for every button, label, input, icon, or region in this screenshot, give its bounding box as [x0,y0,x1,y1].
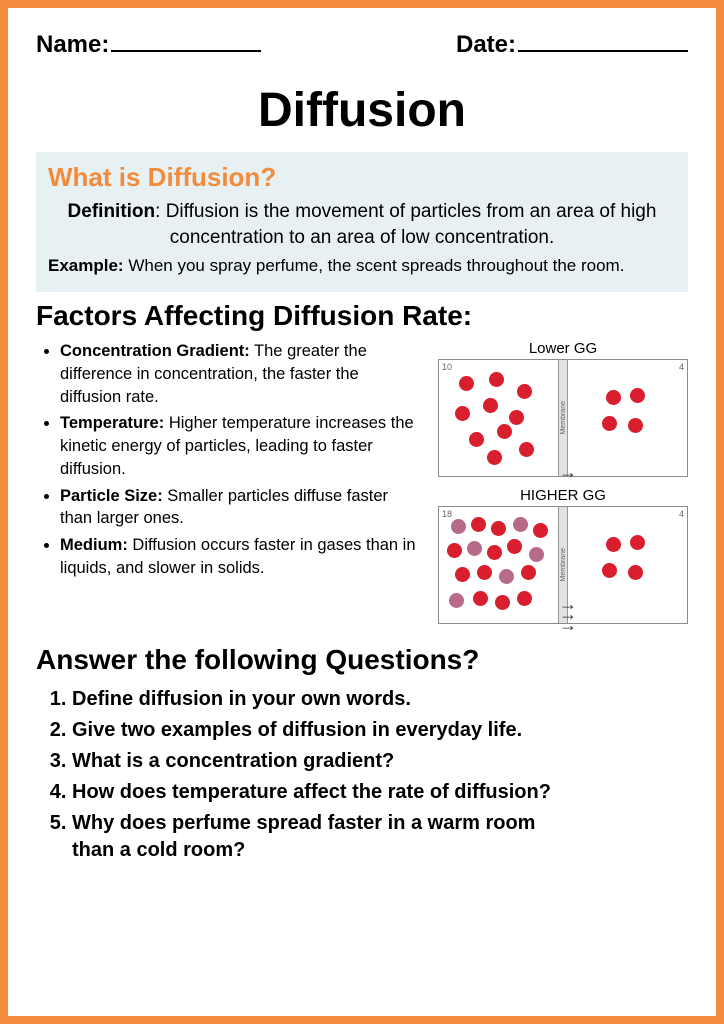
date-field: Date: [456,28,688,59]
definition-label: Definition [68,201,156,222]
question-item: How does temperature affect the rate of … [72,779,576,806]
particle-dot [517,591,532,606]
factor-label: Medium: [60,536,128,554]
particle-dot [455,406,470,421]
particle-dot [509,410,524,425]
name-field: Name: [36,28,261,59]
date-label: Date: [456,31,516,59]
particle-dot [499,569,514,584]
arrow-icon: → [559,620,577,631]
diagram-label-lower: Lower GG [438,340,688,357]
questions-list: Define diffusion in your own words. Give… [36,686,576,864]
page-title: Diffusion [36,83,688,138]
example-label: Example: [48,256,124,275]
particle-dot [606,390,621,405]
particle-dot [449,593,464,608]
particle-dot [489,372,504,387]
particle-dot [628,565,643,580]
particle-dot [473,591,488,606]
particle-dot [451,519,466,534]
particle-dot [491,521,506,536]
factors-heading: Factors Affecting Diffusion Rate: [36,300,688,332]
chamber-left [439,507,558,623]
name-blank[interactable] [111,28,261,52]
diagram-label-higher: HIGHER GG [438,487,688,504]
info-heading: What is Diffusion? [48,162,676,193]
factor-label: Concentration Gradient: [60,342,250,360]
question-item: Give two examples of diffusion in everyd… [72,717,576,744]
questions-heading: Answer the following Questions? [36,644,688,676]
particle-dot [467,541,482,556]
particle-dot [471,517,486,532]
particle-dot [602,416,617,431]
diagram-higher: 18 Membrane 4 → → → [438,506,688,624]
particle-dot [519,442,534,457]
question-item: Why does perfume spread faster in a warm… [72,810,576,864]
worksheet-page: Name: Date: Diffusion What is Diffusion?… [0,0,724,1024]
name-label: Name: [36,31,109,59]
membrane-label: Membrane [560,548,567,581]
header-row: Name: Date: [36,28,688,59]
particle-dot [630,535,645,550]
question-item: Define diffusion in your own words. [72,686,576,713]
factors-row: Concentration Gradient: The greater the … [36,340,688,634]
particle-dot [606,537,621,552]
particle-dot [483,398,498,413]
particle-dot [529,547,544,562]
factors-list: Concentration Gradient: The greater the … [36,340,422,634]
list-item: Medium: Diffusion occurs faster in gases… [60,534,422,580]
corner-number: 4 [679,362,684,372]
particle-dot [447,543,462,558]
question-item: What is a concentration gradient? [72,748,576,775]
corner-number: 4 [679,509,684,519]
particle-dot [497,424,512,439]
particle-dot [469,432,484,447]
definition-body: : Diffusion is the movement of particles… [155,201,656,248]
chamber-right [568,507,687,623]
particle-dot [533,523,548,538]
arrow-group: → [559,467,577,478]
particle-dot [487,545,502,560]
factor-label: Particle Size: [60,487,163,505]
particle-dot [521,565,536,580]
particle-dot [507,539,522,554]
arrow-icon: → [559,467,577,478]
info-box: What is Diffusion? Definition: Diffusion… [36,152,688,292]
particle-dot [628,418,643,433]
particle-dot [487,450,502,465]
list-item: Particle Size: Smaller particles diffuse… [60,485,422,531]
diagram-column: Lower GG 10 Membrane 4 → HIGHER GG 18 Me… [438,340,688,634]
arrow-group: → → → [559,599,577,631]
membrane-label: Membrane [560,401,567,434]
particle-dot [495,595,510,610]
particle-dot [459,376,474,391]
list-item: Concentration Gradient: The greater the … [60,340,422,408]
particle-dot [477,565,492,580]
chamber-right [568,360,687,476]
particle-dot [455,567,470,582]
definition-text: Definition: Diffusion is the movement of… [48,199,676,250]
chamber-left [439,360,558,476]
particle-dot [630,388,645,403]
date-blank[interactable] [518,28,688,52]
particle-dot [513,517,528,532]
particle-dot [517,384,532,399]
list-item: Temperature: Higher temperature increase… [60,412,422,480]
membrane: Membrane [558,360,568,476]
diagram-lower: 10 Membrane 4 → [438,359,688,477]
factor-label: Temperature: [60,414,164,432]
example-body: When you spray perfume, the scent spread… [124,256,625,275]
example-text: Example: When you spray perfume, the sce… [48,254,676,278]
particle-dot [602,563,617,578]
